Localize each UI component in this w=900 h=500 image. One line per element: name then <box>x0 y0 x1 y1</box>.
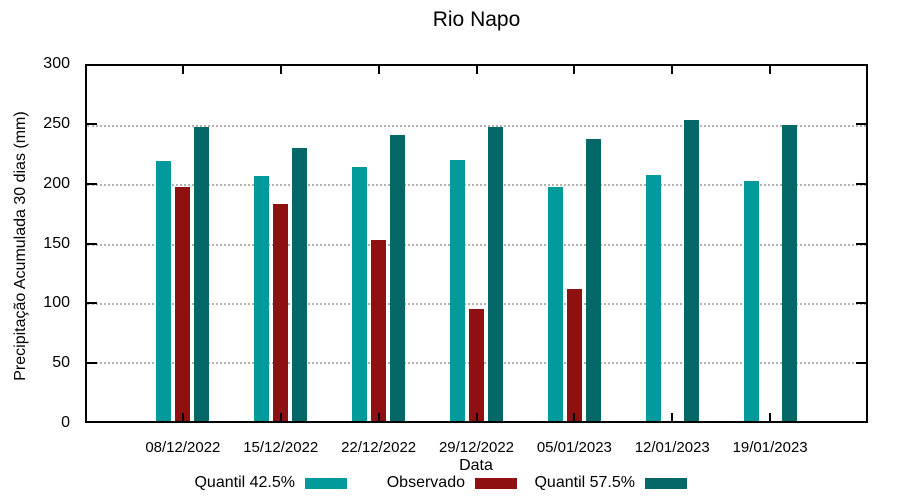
x-tick-mark-top <box>475 66 478 74</box>
y-tick-mark <box>856 302 866 305</box>
y-tick-mark <box>856 122 866 125</box>
bar-quantil-57.5- <box>390 134 406 421</box>
legend-entry: Quantil 42.5% <box>150 474 347 492</box>
bar-quantil-57.5- <box>194 127 210 421</box>
y-tick-mark <box>856 242 866 245</box>
y-tick-mark <box>87 302 97 305</box>
y-tick-label: 50 <box>52 354 70 372</box>
y-tick-mark <box>87 362 97 365</box>
x-tick-mark-top <box>181 66 184 74</box>
y-gridline <box>87 302 866 305</box>
x-tick-label: 22/12/2022 <box>341 439 417 456</box>
bar-observado <box>566 288 582 421</box>
legend-entry: Observado <box>320 474 517 492</box>
legend-label: Quantil 57.5% <box>534 474 635 491</box>
bar-quantil-42.5- <box>743 181 759 421</box>
y-tick-label: 0 <box>61 414 70 431</box>
bar-observado <box>469 309 484 421</box>
bar-quantil-42.5- <box>547 187 563 421</box>
bar-observado <box>371 239 387 421</box>
bar-observado <box>175 187 191 421</box>
y-tick-mark <box>87 182 97 185</box>
x-tick-mark-top <box>769 66 772 74</box>
x-axis-label: Data <box>459 457 493 474</box>
x-tick-mark-bottom <box>377 413 380 421</box>
bar-quantil-42.5- <box>450 159 465 421</box>
x-tick-mark-top <box>671 66 674 74</box>
chart-title: Rio Napo <box>432 8 521 31</box>
x-tick-mark-bottom <box>279 413 282 421</box>
bar-quantil-57.5- <box>781 125 797 421</box>
x-tick-mark-bottom <box>573 413 576 421</box>
legend-label: Quantil 42.5% <box>194 474 295 491</box>
y-tick-label: 200 <box>43 174 70 192</box>
y-gridline <box>87 184 866 187</box>
x-tick-label: 05/01/2023 <box>536 439 612 456</box>
bar-quantil-42.5- <box>352 166 368 421</box>
x-tick-label: 29/12/2022 <box>438 439 515 456</box>
x-tick-mark-bottom <box>475 413 478 421</box>
y-tick-mark <box>87 122 97 125</box>
bar-observado <box>273 204 289 421</box>
x-tick-label: 19/01/2023 <box>732 439 808 456</box>
y-tick-label: 250 <box>43 114 70 132</box>
x-tick-mark-bottom <box>769 413 772 421</box>
legend-swatch <box>645 477 687 489</box>
legend-label: Observado <box>386 474 465 491</box>
y-gridline <box>87 243 866 246</box>
x-tick-mark-bottom <box>181 413 184 421</box>
y-gridline <box>87 125 866 128</box>
legend-swatch <box>475 477 517 489</box>
bar-quantil-57.5- <box>683 120 699 421</box>
y-tick-mark <box>856 362 866 365</box>
bar-quantil-42.5- <box>645 175 661 421</box>
legend-swatch <box>305 477 347 489</box>
bar-quantil-57.5- <box>488 127 503 421</box>
bar-quantil-42.5- <box>254 176 270 421</box>
y-tick-label: 150 <box>43 234 70 252</box>
x-tick-mark-top <box>279 66 282 74</box>
x-tick-label: 15/12/2022 <box>243 439 319 456</box>
x-tick-label: 12/01/2023 <box>634 439 710 456</box>
bar-quantil-42.5- <box>156 160 172 421</box>
x-tick-mark-top <box>573 66 576 74</box>
legend-entry: Quantil 57.5% <box>490 474 687 492</box>
y-tick-label: 300 <box>43 55 70 72</box>
y-tick-mark <box>87 242 97 245</box>
x-tick-label: 08/12/2022 <box>145 439 221 456</box>
bar-quantil-57.5- <box>585 139 601 421</box>
x-tick-mark-bottom <box>671 413 674 421</box>
y-tick-mark <box>856 182 866 185</box>
y-tick-label: 100 <box>43 294 70 312</box>
x-tick-mark-top <box>377 66 380 74</box>
bar-quantil-57.5- <box>292 147 308 421</box>
